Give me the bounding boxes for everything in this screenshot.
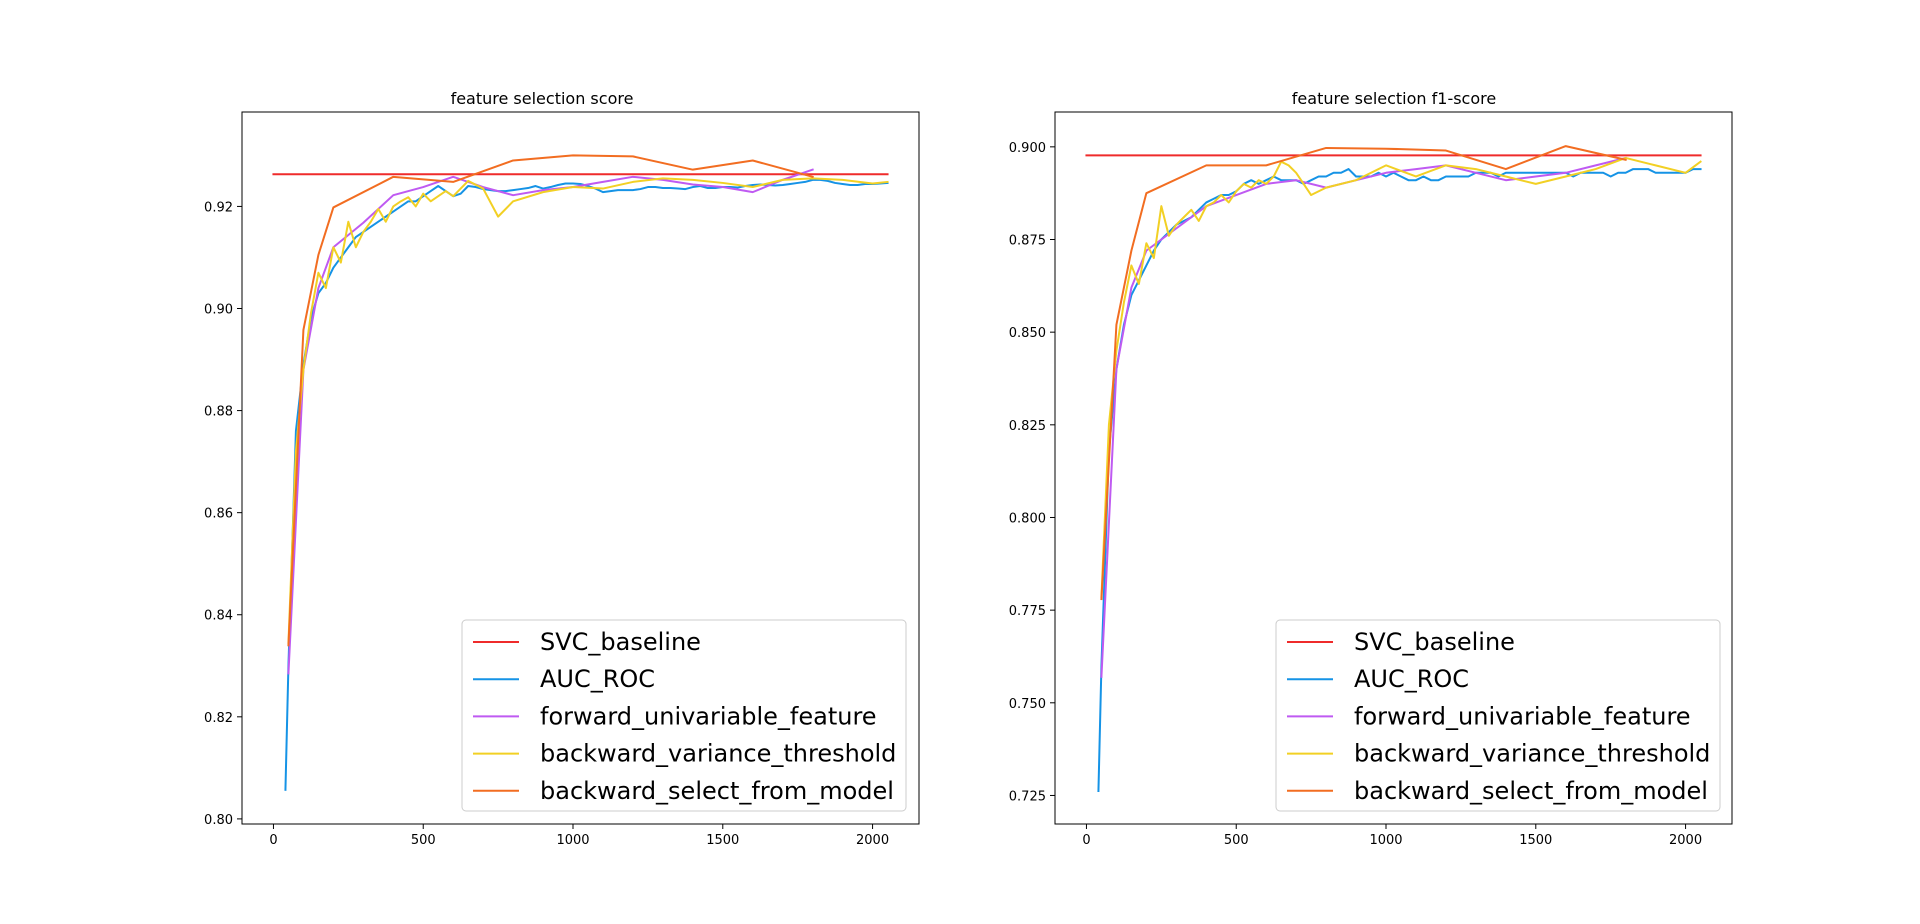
legend-item-backward-select-from-model: backward_select_from_model (473, 777, 894, 805)
chart-title: feature selection score (451, 89, 634, 108)
legend-label: backward_select_from_model (540, 777, 894, 805)
y-tick-label: 0.725 (1009, 789, 1046, 804)
y-tick-label: 0.875 (1009, 234, 1046, 249)
axes-frame (1054, 111, 1733, 825)
chart-feature-selection-score: feature selection score 0 500 1000 1500 2000… (204, 89, 920, 848)
legend-item-backward-variance-threshold: backward_variance_threshold (473, 740, 896, 768)
legend-label: forward_univariable_feature (540, 702, 877, 730)
legend-item-forward-univariable-feature: forward_univariable_feature (473, 702, 877, 730)
chart-feature-selection-f1-score: feature selection f1-score 0 500 1000 1500 2… (1009, 89, 1733, 848)
series-line-backward-variance-threshold (1100, 156, 1702, 599)
y-tick-label: 0.86 (204, 507, 233, 522)
y-tick-label: 0.82 (204, 711, 233, 726)
x-tick-label: 0 (1082, 833, 1090, 848)
x-tick-label: 0 (269, 833, 277, 848)
x-tick-label: 1000 (1369, 833, 1402, 848)
y-tick-label: 0.775 (1009, 604, 1046, 619)
legend-item-backward-select-from-model: backward_select_from_model (1287, 777, 1708, 805)
series-line-backward-select-from-model (1100, 145, 1627, 601)
chart-title: feature selection f1-score (1292, 89, 1496, 108)
y-tick-label: 0.88 (204, 405, 233, 420)
x-tick-label: 1000 (556, 833, 589, 848)
plot-area: 0 500 1000 1500 2000 0.725 0.750 0.775 0.800 0.82… (1009, 111, 1733, 848)
legend-label: AUC_ROC (540, 665, 655, 693)
y-tick-label: 0.84 (204, 609, 233, 624)
series-lines (1085, 145, 1702, 793)
legend-item-auc-roc: AUC_ROC (473, 665, 655, 693)
x-tick-label: 1500 (1519, 833, 1552, 848)
legend-box (461, 619, 907, 812)
series-line-backward-variance-threshold (287, 177, 889, 644)
legend: SVC_baseline AUC_ROC forward_univariable_f… (461, 619, 907, 812)
x-tick-label: 500 (411, 833, 436, 848)
y-tick-label: 0.90 (204, 303, 233, 318)
legend-box (1275, 619, 1721, 812)
y-axis: 0.80 0.82 0.84 0.86 0.88 0.90 0.92 (204, 200, 242, 828)
y-tick-label: 0.92 (204, 200, 233, 215)
legend-label: backward_variance_threshold (1354, 740, 1710, 768)
x-tick-label: 2000 (1669, 833, 1702, 848)
x-tick-label: 2000 (856, 833, 889, 848)
legend-label: SVC_baseline (540, 628, 701, 656)
y-tick-label: 0.850 (1009, 326, 1046, 341)
legend-item-forward-univariable-feature: forward_univariable_feature (1287, 702, 1691, 730)
series-lines (272, 154, 889, 791)
y-tick-label: 0.750 (1009, 697, 1046, 712)
legend-item-auc-roc: AUC_ROC (1287, 665, 1469, 693)
x-axis: 0 500 1000 1500 2000 (1082, 824, 1702, 848)
legend-label: backward_select_from_model (1354, 777, 1708, 805)
series-line-backward-select-from-model (287, 154, 814, 647)
y-tick-label: 0.800 (1009, 511, 1046, 526)
y-tick-label: 0.900 (1009, 141, 1046, 156)
y-axis: 0.725 0.750 0.775 0.800 0.825 0.850 0.875 0.900 (1009, 141, 1055, 804)
legend-label: backward_variance_threshold (540, 740, 896, 768)
legend-item-svc-baseline: SVC_baseline (473, 628, 701, 656)
legend-label: SVC_baseline (1354, 628, 1515, 656)
axes-frame (241, 111, 920, 825)
legend-item-svc-baseline: SVC_baseline (1287, 628, 1515, 656)
x-axis: 0 500 1000 1500 2000 (269, 824, 889, 848)
series-line-forward-univariable-feature (287, 168, 814, 675)
y-tick-label: 0.80 (204, 813, 233, 828)
legend: SVC_baseline AUC_ROC forward_univariable_f… (1275, 619, 1721, 812)
legend-item-backward-variance-threshold: backward_variance_threshold (1287, 740, 1710, 768)
legend-label: AUC_ROC (1354, 665, 1469, 693)
legend-label: forward_univariable_feature (1354, 702, 1691, 730)
plot-area: 0 500 1000 1500 2000 0.80 0.82 0.84 0.86 0.88 0.90… (204, 111, 920, 848)
y-tick-label: 0.825 (1009, 419, 1046, 434)
x-tick-label: 1500 (706, 833, 739, 848)
x-tick-label: 500 (1224, 833, 1249, 848)
